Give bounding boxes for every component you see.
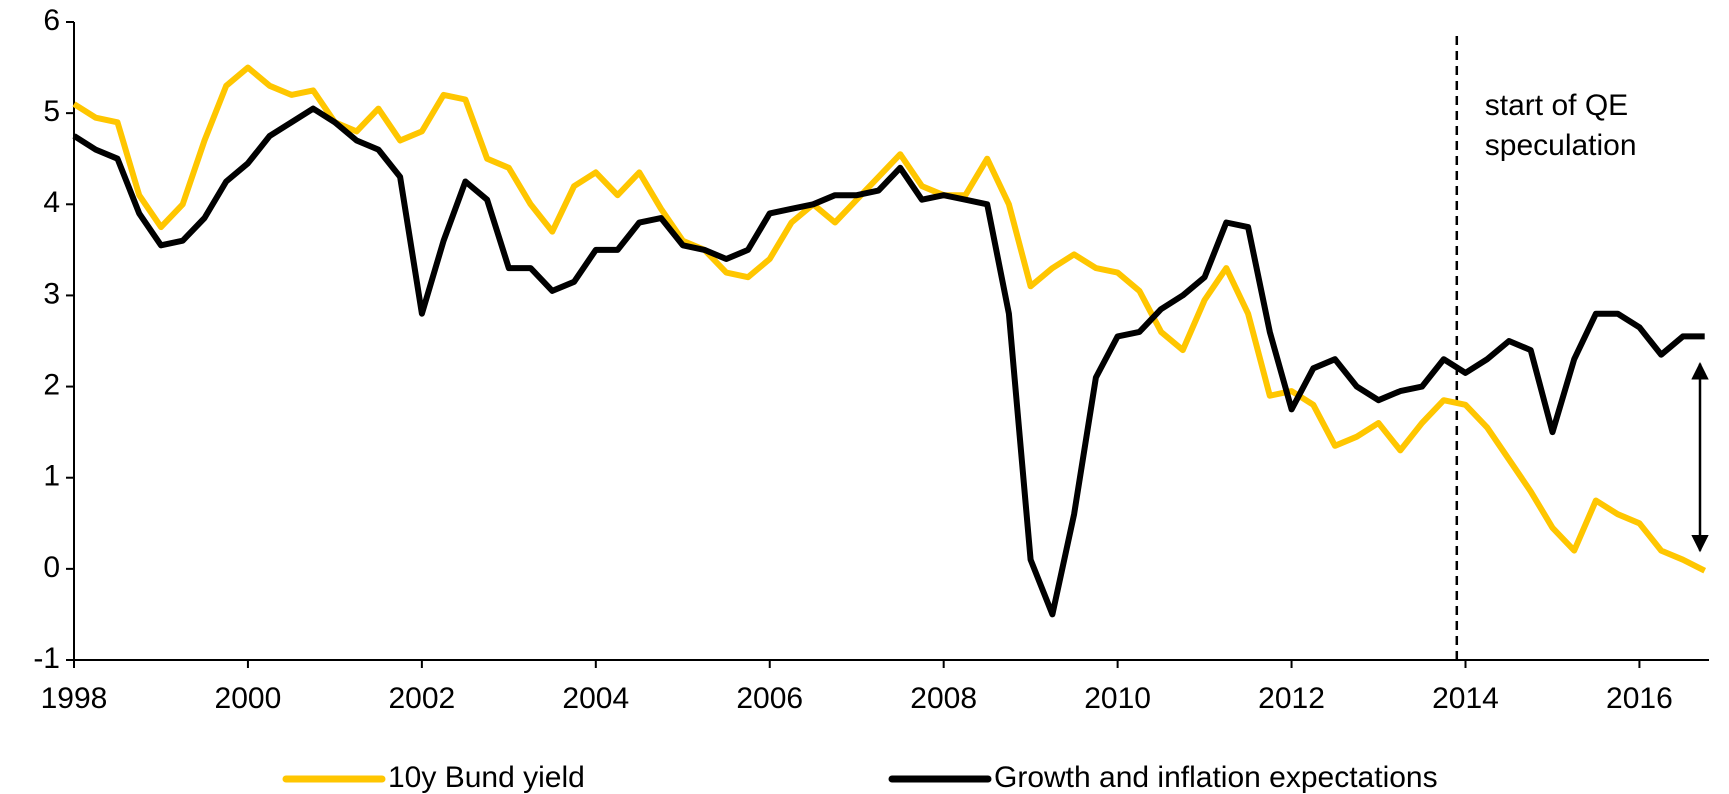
legend-label: 10y Bund yield	[388, 761, 585, 794]
annotation-text: start of QE	[1485, 89, 1628, 122]
y-tick-label: 1	[43, 460, 60, 493]
y-tick-label: 0	[43, 551, 60, 584]
x-tick-label: 2000	[215, 682, 282, 715]
x-tick-label: 2006	[736, 682, 803, 715]
y-tick-label: 5	[43, 95, 60, 128]
x-tick-label: 1998	[41, 682, 108, 715]
series-line	[72, 105, 1705, 618]
legend-label: Growth and inflation expectations	[994, 761, 1438, 794]
x-tick-label: 2002	[388, 682, 455, 715]
y-tick-label: 4	[43, 186, 60, 219]
series-line	[72, 64, 1707, 574]
y-tick-label: 2	[43, 368, 60, 401]
x-tick-label: 2010	[1084, 682, 1151, 715]
x-tick-label: 2004	[562, 682, 629, 715]
y-tick-label: 6	[43, 4, 60, 37]
y-tick-label: 3	[43, 277, 60, 310]
x-tick-label: 2016	[1606, 682, 1673, 715]
x-tick-label: 2014	[1432, 682, 1499, 715]
y-tick-label: -1	[33, 642, 60, 675]
annotation-text: speculation	[1485, 129, 1637, 162]
x-tick-label: 2008	[910, 682, 977, 715]
x-tick-label: 2012	[1258, 682, 1325, 715]
